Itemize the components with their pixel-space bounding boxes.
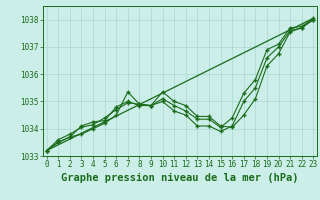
X-axis label: Graphe pression niveau de la mer (hPa): Graphe pression niveau de la mer (hPa) [61, 173, 299, 183]
